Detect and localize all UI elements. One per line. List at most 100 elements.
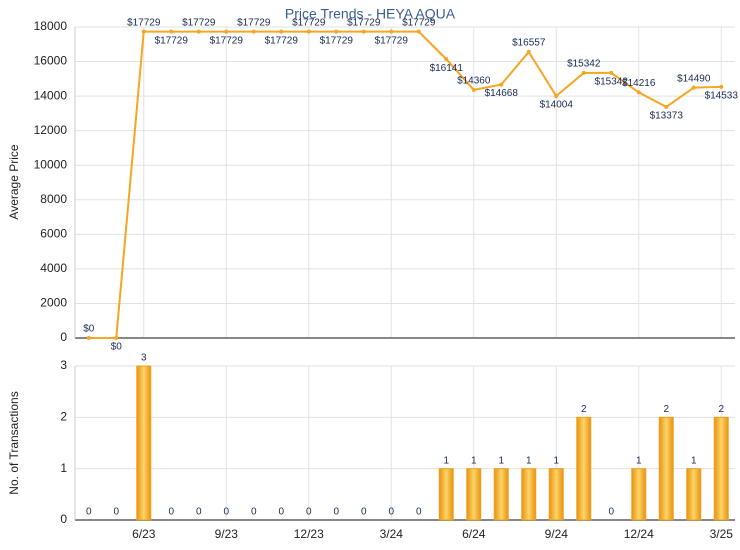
bar xyxy=(438,468,454,521)
value-label: 1 xyxy=(471,455,477,466)
value-label: $0 xyxy=(83,324,95,335)
value-label: 2 xyxy=(718,404,724,415)
value-label: $14360 xyxy=(457,76,491,87)
point xyxy=(581,70,586,75)
y-axis-label: Average Price xyxy=(7,144,21,219)
value-label: $15342 xyxy=(567,59,601,70)
bar xyxy=(576,416,592,521)
value-label: $14668 xyxy=(485,88,519,99)
point xyxy=(526,49,531,54)
bar xyxy=(466,468,482,521)
point xyxy=(471,87,476,92)
value-label: $17729 xyxy=(237,17,271,28)
value-label: 2 xyxy=(581,404,587,415)
y-tick-label: 4000 xyxy=(40,261,67,275)
point xyxy=(389,29,394,34)
point xyxy=(636,90,641,95)
point xyxy=(169,29,174,34)
point xyxy=(719,84,724,89)
value-label: 1 xyxy=(443,455,449,466)
bar xyxy=(713,416,729,521)
value-label: $13373 xyxy=(650,111,684,122)
value-label: 0 xyxy=(306,507,312,518)
value-label: $16141 xyxy=(430,63,464,74)
value-label: $17729 xyxy=(402,17,436,28)
y-tick-label: 3 xyxy=(60,358,67,372)
value-label: 2 xyxy=(663,404,669,415)
value-label: 0 xyxy=(196,507,202,518)
point xyxy=(609,70,614,75)
y-tick-label: 10000 xyxy=(34,157,68,171)
point xyxy=(306,29,311,34)
value-label: $17729 xyxy=(375,35,409,46)
value-label: 0 xyxy=(333,507,339,518)
value-label: 1 xyxy=(526,455,532,466)
y-tick-label: 1 xyxy=(60,461,67,475)
bar xyxy=(493,468,509,521)
y-tick-label: 12000 xyxy=(34,123,68,137)
bar xyxy=(631,468,647,521)
point xyxy=(334,29,339,34)
bar xyxy=(658,416,674,521)
value-label: $17729 xyxy=(292,17,326,28)
x-tick-label: 9/24 xyxy=(545,527,569,541)
bar xyxy=(686,468,702,521)
point xyxy=(664,104,669,109)
point xyxy=(499,82,504,87)
value-label: $17729 xyxy=(265,35,299,46)
y-axis-label: No. of Transactions xyxy=(7,391,21,494)
value-label: $14216 xyxy=(622,78,656,89)
y-tick-label: 0 xyxy=(60,330,67,344)
value-label: 0 xyxy=(223,507,229,518)
bar xyxy=(136,365,152,521)
value-label: 0 xyxy=(86,507,92,518)
x-tick-label: 6/24 xyxy=(462,527,486,541)
value-label: 0 xyxy=(113,507,119,518)
value-label: 1 xyxy=(636,455,642,466)
y-tick-label: 2 xyxy=(60,410,67,424)
value-label: 1 xyxy=(691,455,697,466)
y-tick-label: 6000 xyxy=(40,227,67,241)
point xyxy=(86,336,91,340)
value-label: 0 xyxy=(361,507,367,518)
point xyxy=(251,29,256,34)
x-tick-label: 6/23 xyxy=(132,527,156,541)
value-label: $17729 xyxy=(210,35,244,46)
y-tick-label: 8000 xyxy=(40,192,67,206)
value-label: $17729 xyxy=(155,35,189,46)
point xyxy=(141,29,146,34)
value-label: 0 xyxy=(251,507,257,518)
value-label: $17729 xyxy=(182,17,216,28)
value-label: $14533 xyxy=(705,91,739,102)
value-label: $15342 xyxy=(595,77,629,88)
point xyxy=(691,85,696,90)
point xyxy=(196,29,201,34)
price-line xyxy=(88,30,722,339)
bar xyxy=(521,468,537,521)
value-label: $14004 xyxy=(540,100,574,111)
y-tick-label: 14000 xyxy=(34,88,68,102)
x-tick-label: 9/23 xyxy=(215,527,239,541)
value-label: 0 xyxy=(416,507,422,518)
y-tick-label: 16000 xyxy=(34,54,68,68)
point xyxy=(444,57,449,62)
value-label: $0 xyxy=(111,342,123,353)
value-label: 3 xyxy=(141,353,147,364)
x-tick-label: 3/25 xyxy=(710,527,734,541)
y-tick-label: 2000 xyxy=(40,296,67,310)
point xyxy=(361,29,366,34)
y-tick-label: 0 xyxy=(60,512,67,526)
x-tick-label: 12/24 xyxy=(624,527,654,541)
value-label: $16557 xyxy=(512,38,546,49)
x-tick-label: 12/23 xyxy=(294,527,324,541)
point xyxy=(224,29,229,34)
value-label: 0 xyxy=(168,507,174,518)
value-label: $14490 xyxy=(677,73,711,84)
chart-title: Price Trends - HEYA AQUA xyxy=(285,6,456,22)
point xyxy=(114,336,119,340)
value-label: 1 xyxy=(498,455,504,466)
point xyxy=(279,29,284,34)
value-label: 0 xyxy=(388,507,394,518)
point xyxy=(554,94,559,99)
